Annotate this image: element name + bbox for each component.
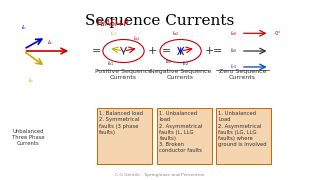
Text: $I_{b2}$: $I_{b2}$ <box>165 57 172 66</box>
Text: $I_{a0}$: $I_{a0}$ <box>230 29 238 38</box>
Text: Sequence Currents: Sequence Currents <box>85 14 235 28</box>
Text: +: + <box>204 46 214 56</box>
Text: FuASI+P: FuASI+P <box>97 19 129 28</box>
Text: Zero Sequence
Currents: Zero Sequence Currents <box>219 69 266 80</box>
Text: Unbalanced
Three Phase
Currents: Unbalanced Three Phase Currents <box>12 129 45 146</box>
Text: $0°$: $0°$ <box>274 29 282 37</box>
Text: $I_a$: $I_a$ <box>47 38 54 47</box>
Text: Positive Sequence
Currents: Positive Sequence Currents <box>95 69 152 80</box>
Text: $I_{c0}$: $I_{c0}$ <box>230 62 238 71</box>
FancyBboxPatch shape <box>97 108 152 165</box>
Text: C.G Gentile - Springleaze and Prevention: C.G Gentile - Springleaze and Prevention <box>115 173 205 177</box>
Text: 1. Unbalanced
Load
2. Asymmetrical
faults (LG, LLG
faults) where
ground is invol: 1. Unbalanced Load 2. Asymmetrical fault… <box>218 111 267 147</box>
FancyBboxPatch shape <box>157 108 212 165</box>
Text: $I_{a1}$: $I_{a1}$ <box>133 34 141 43</box>
Text: $I_{a2}$: $I_{a2}$ <box>172 29 179 38</box>
Text: $I_{c1}$: $I_{c1}$ <box>110 29 117 38</box>
Text: $I_{b1}$: $I_{b1}$ <box>107 59 115 68</box>
Text: =: = <box>212 46 222 56</box>
Text: $I_{c2}$: $I_{c2}$ <box>182 59 189 68</box>
Text: Negative Sequence
Currents: Negative Sequence Currents <box>150 69 211 80</box>
Text: 1. Balanced load
2. Symmetrical
faults (3 phase
faults): 1. Balanced load 2. Symmetrical faults (… <box>99 111 143 135</box>
Text: +: + <box>148 46 157 56</box>
FancyBboxPatch shape <box>215 108 271 165</box>
Text: =: = <box>162 46 171 56</box>
Text: $I_{b0}$: $I_{b0}$ <box>230 47 238 55</box>
Text: =: = <box>92 46 101 56</box>
Text: 1. Unbalanced
load
2. Asymmetrical
faults (L, LLG
faults)
3. Broken
conductor fa: 1. Unbalanced load 2. Asymmetrical fault… <box>159 111 203 154</box>
Text: $I_b$: $I_b$ <box>28 76 35 85</box>
Text: $I_c$: $I_c$ <box>20 23 27 32</box>
